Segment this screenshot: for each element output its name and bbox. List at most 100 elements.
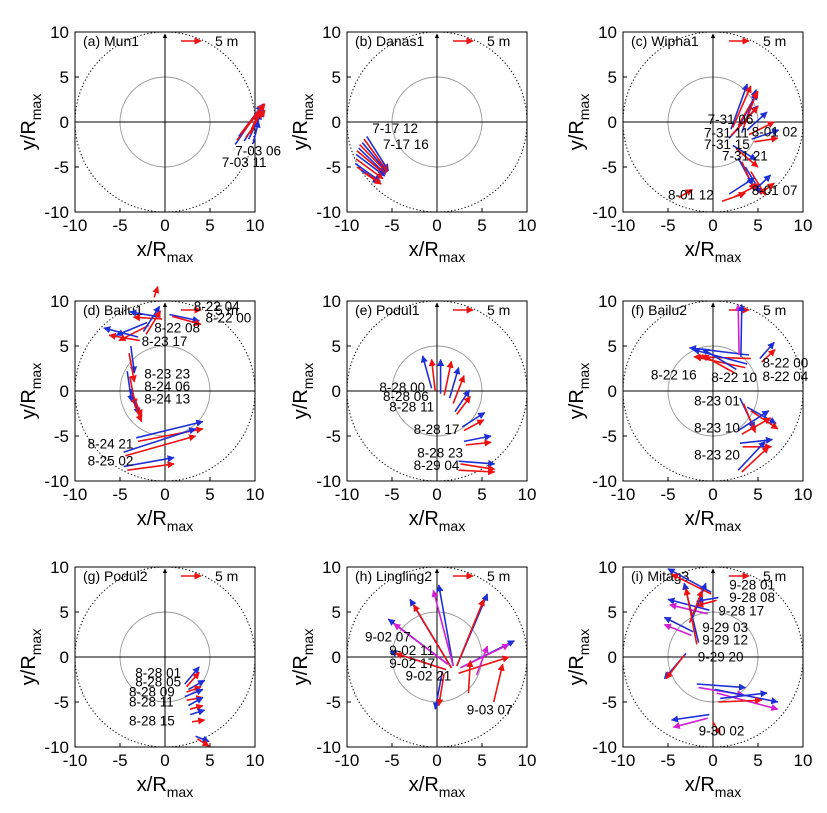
x-axis-label: x/Rmax xyxy=(685,239,741,265)
wave-vector xyxy=(458,655,510,674)
x-axis-label: x/Rmax xyxy=(409,239,465,265)
wave-vector xyxy=(456,598,485,667)
time-annotation: 8-28 01 xyxy=(135,666,181,681)
x-tick-label: 10 xyxy=(246,751,265,770)
wave-vector xyxy=(189,703,204,711)
wave-vector xyxy=(732,85,752,128)
scale-label: 5 m xyxy=(487,33,510,49)
panel-d: -10-10 -5 -5 0 0 5 5 10 10 x/Rmax y/Rmax (d) Bailu1… xyxy=(18,285,264,534)
wave-vector xyxy=(393,623,449,665)
x-axis-label: x/Rmax xyxy=(685,774,741,800)
x-tick-label: 5 xyxy=(205,216,214,235)
wave-vector xyxy=(129,345,138,374)
x-tick-label: 10 xyxy=(794,216,813,235)
wave-vector xyxy=(454,389,471,413)
x-tick-label: 10 xyxy=(518,216,537,235)
x-tick-label: -5 xyxy=(384,216,399,235)
y-tick-label: 5 xyxy=(332,603,341,622)
wave-vector xyxy=(753,174,772,191)
y-axis-label: y/Rmax xyxy=(566,94,592,150)
y-tick-label: 5 xyxy=(60,603,69,622)
y-tick-label: -10 xyxy=(44,203,69,222)
y-tick-label: -10 xyxy=(316,738,341,757)
time-annotation: 9-29 03 xyxy=(702,620,748,635)
wave-vector xyxy=(735,148,759,168)
wave-vector xyxy=(670,573,712,595)
wave-vector xyxy=(466,659,474,694)
y-tick-label: 5 xyxy=(60,68,69,87)
x-tick-label: -10 xyxy=(611,485,636,504)
wave-vector xyxy=(463,433,492,443)
x-axis-label: x/Rmax xyxy=(137,774,193,800)
x-tick-label: -10 xyxy=(335,751,360,770)
time-annotation: 7-31 11 xyxy=(704,125,749,140)
wave-vector xyxy=(741,417,772,435)
panel-b: -10-10 -5 -5 0 0 5 5 10 10 x/Rmax y/Rmax (b) Danas1… xyxy=(290,23,536,265)
scale-label: 5 m xyxy=(487,302,510,318)
x-tick-label: -10 xyxy=(63,485,88,504)
y-tick-label: 0 xyxy=(332,648,341,667)
y-tick-label: 10 xyxy=(322,558,341,577)
time-annotation: 8-28 17 xyxy=(414,422,460,437)
time-annotation: 8-22 00 xyxy=(763,356,809,371)
x-tick-label: 10 xyxy=(518,751,537,770)
x-tick-label: 0 xyxy=(160,216,169,235)
scale-label: 5 m xyxy=(215,568,238,584)
wave-vector xyxy=(730,106,759,137)
time-annotation: 8-24 13 xyxy=(144,392,190,407)
y-axis-label: y/Rmax xyxy=(566,629,592,685)
time-annotation: 8-28 06 xyxy=(383,389,429,404)
panel-g: -10-10 -5 -5 0 0 5 5 10 10 x/Rmax y/Rmax (g) Podul2… xyxy=(18,558,264,800)
x-tick-label: 0 xyxy=(432,485,441,504)
time-annotation: 9-29 12 xyxy=(702,632,748,647)
x-axis-label: x/Rmax xyxy=(409,774,465,800)
time-annotation: 8-29 04 xyxy=(414,458,460,473)
time-annotation: 8-28 00 xyxy=(379,380,425,395)
x-tick-label: -5 xyxy=(112,216,127,235)
wave-vector xyxy=(188,679,206,691)
time-annotation: 8-23 17 xyxy=(142,334,188,349)
wave-vector xyxy=(463,419,485,432)
y-axis-label: y/Rmax xyxy=(290,363,316,419)
y-tick-label: 5 xyxy=(332,337,341,356)
y-tick-label: 0 xyxy=(608,382,617,401)
x-axis-label: x/Rmax xyxy=(137,508,193,534)
wave-vector xyxy=(126,371,135,403)
wave-vector xyxy=(670,713,710,723)
wave-vector xyxy=(475,645,489,676)
y-tick-label: -10 xyxy=(316,472,341,491)
wave-vector xyxy=(663,623,692,637)
x-tick-label: -10 xyxy=(335,216,360,235)
y-tick-label: 10 xyxy=(50,292,69,311)
y-tick-label: 10 xyxy=(322,23,341,42)
time-annotation: 8-22 04 xyxy=(194,299,240,314)
time-annotation: 9-28 17 xyxy=(718,604,764,619)
wave-vector xyxy=(196,738,210,747)
y-tick-label: 10 xyxy=(598,23,617,42)
time-annotation: 9-02 21 xyxy=(406,668,452,683)
time-annotation: 8-28 15 xyxy=(129,713,175,728)
wave-vector xyxy=(128,353,137,383)
time-annotation: 9-02 17 xyxy=(389,656,435,671)
x-tick-label: -5 xyxy=(384,485,399,504)
wave-vector xyxy=(761,349,776,363)
wave-vector xyxy=(252,120,261,144)
y-tick-label: 0 xyxy=(332,382,341,401)
time-annotation: 8-28 11 xyxy=(129,695,174,710)
time-annotation: 8-23 20 xyxy=(694,447,740,462)
time-annotation: 9-02 11 xyxy=(389,643,434,658)
wave-vector xyxy=(456,395,471,415)
y-tick-label: 5 xyxy=(608,68,617,87)
x-tick-label: -5 xyxy=(660,485,675,504)
x-tick-label: 5 xyxy=(205,485,214,504)
wave-vector xyxy=(665,654,685,680)
panel-e: -10-10 -5 -5 0 0 5 5 10 10 x/Rmax y/Rmax (e) Podul1… xyxy=(290,292,536,534)
time-annotation: 9-02 07 xyxy=(365,630,411,645)
wave-vector xyxy=(131,393,143,417)
wave-vector xyxy=(759,182,775,195)
wave-vector xyxy=(436,584,454,667)
y-tick-label: -5 xyxy=(54,158,69,177)
y-tick-label: 10 xyxy=(598,292,617,311)
y-axis-label: y/Rmax xyxy=(18,629,44,685)
